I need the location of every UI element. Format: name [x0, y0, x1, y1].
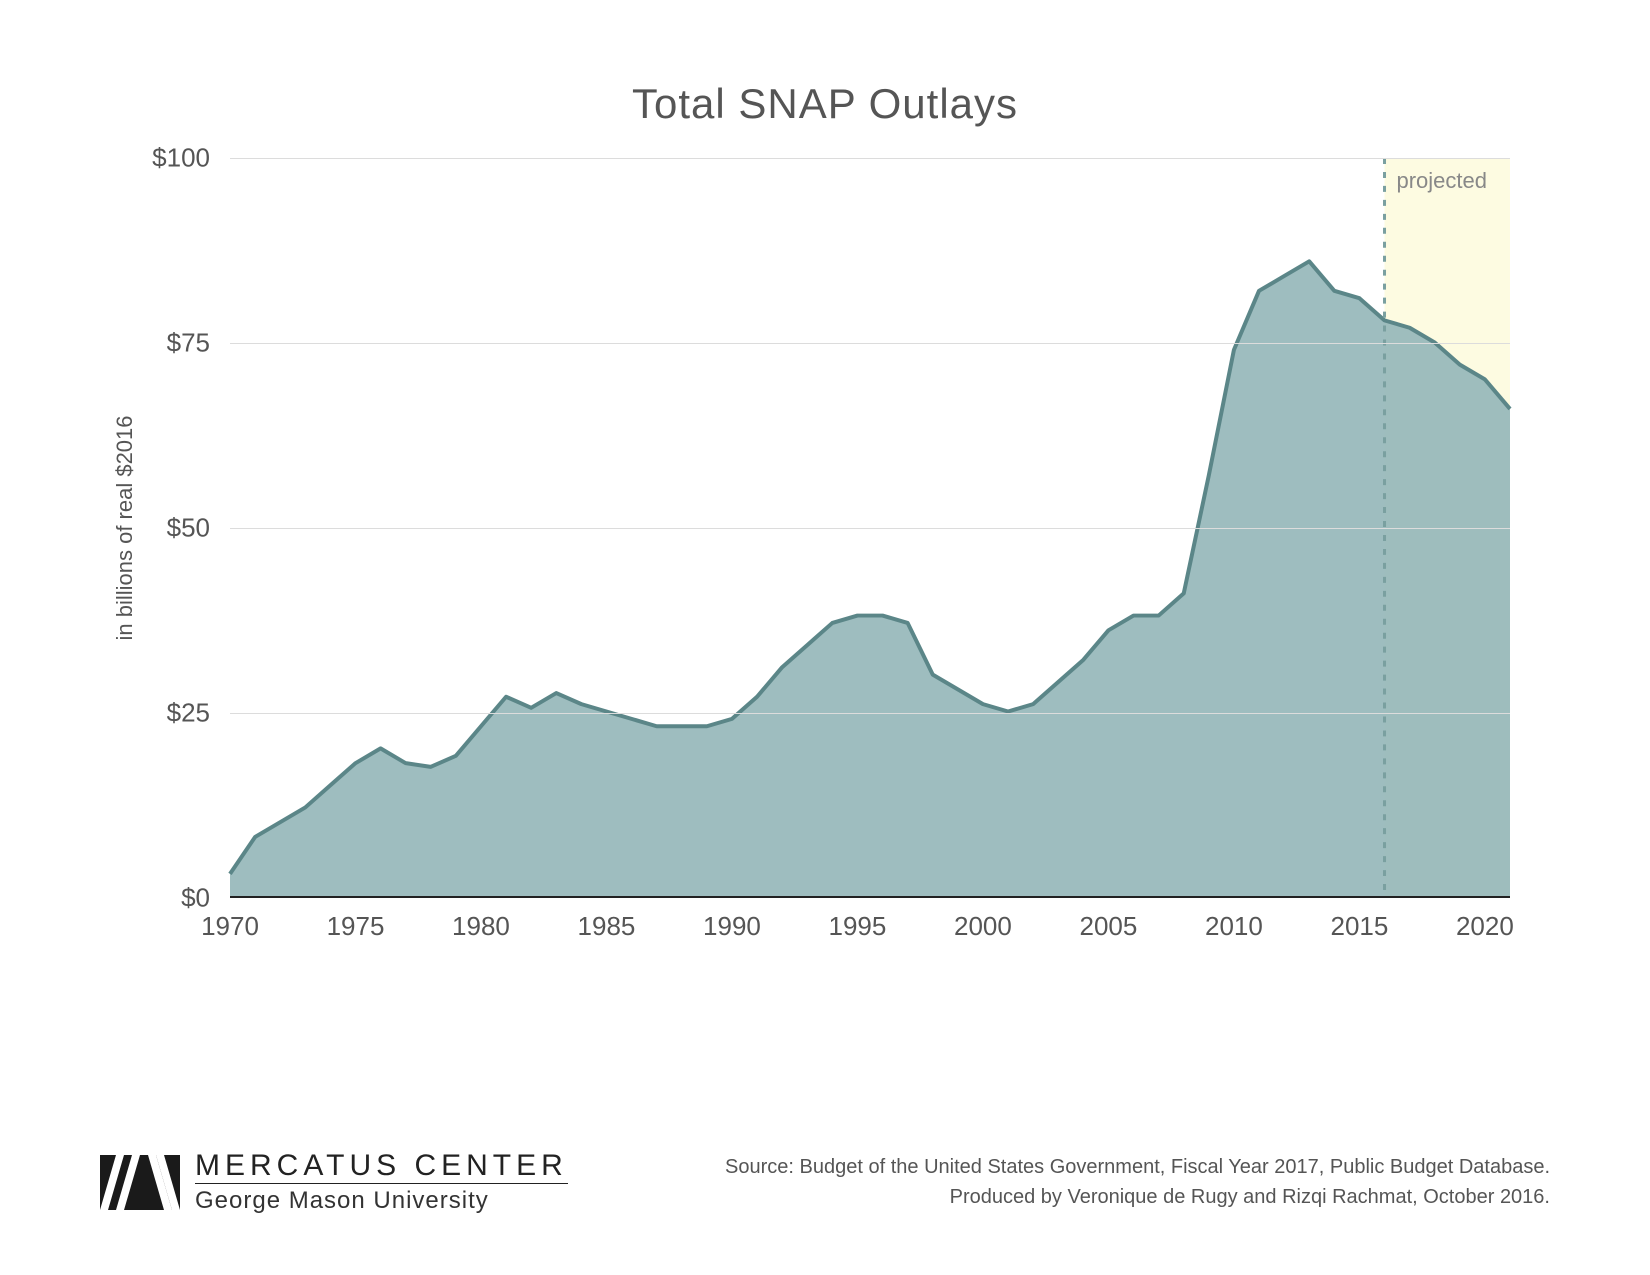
projected-label: projected	[1397, 168, 1488, 194]
x-tick-label: 1990	[703, 911, 761, 942]
logo-line2: George Mason University	[195, 1183, 568, 1215]
gridline	[230, 713, 1510, 714]
y-tick-label: $25	[167, 698, 210, 729]
x-tick-label: 1980	[452, 911, 510, 942]
x-tick-label: 2015	[1330, 911, 1388, 942]
y-tick-label: $50	[167, 513, 210, 544]
x-tick-label: 1970	[201, 911, 259, 942]
plot-wrap: in billions of real $2016 projected $0$2…	[230, 158, 1550, 898]
gridline	[230, 528, 1510, 529]
chart-container: Total SNAP Outlays in billions of real $…	[100, 80, 1550, 1080]
y-axis-title: in billions of real $2016	[112, 415, 138, 640]
logo-icon	[100, 1155, 180, 1210]
x-tick-label: 2005	[1080, 911, 1138, 942]
y-tick-label: $75	[167, 328, 210, 359]
x-tick-label: 1985	[578, 911, 636, 942]
gridline	[230, 158, 1510, 159]
y-tick-label: $0	[181, 883, 210, 914]
chart-title: Total SNAP Outlays	[100, 80, 1550, 128]
logo-text: MERCATUS CENTER George Mason University	[195, 1149, 568, 1215]
x-tick-label: 2020	[1456, 911, 1514, 942]
plot-area: projected $0$25$50$75$100197019751980198…	[230, 158, 1510, 898]
x-tick-label: 1975	[327, 911, 385, 942]
source-line1: Source: Budget of the United States Gove…	[725, 1152, 1550, 1182]
x-tick-label: 2000	[954, 911, 1012, 942]
y-tick-label: $100	[152, 143, 210, 174]
source-line2: Produced by Veronique de Rugy and Rizqi …	[725, 1182, 1550, 1212]
logo: MERCATUS CENTER George Mason University	[100, 1149, 568, 1215]
gridline	[230, 343, 1510, 344]
chart-svg	[230, 158, 1510, 896]
x-tick-label: 1995	[829, 911, 887, 942]
footer: MERCATUS CENTER George Mason University …	[100, 1149, 1550, 1215]
source-text: Source: Budget of the United States Gove…	[725, 1152, 1550, 1212]
x-tick-label: 2010	[1205, 911, 1263, 942]
logo-line1: MERCATUS CENTER	[195, 1149, 568, 1183]
